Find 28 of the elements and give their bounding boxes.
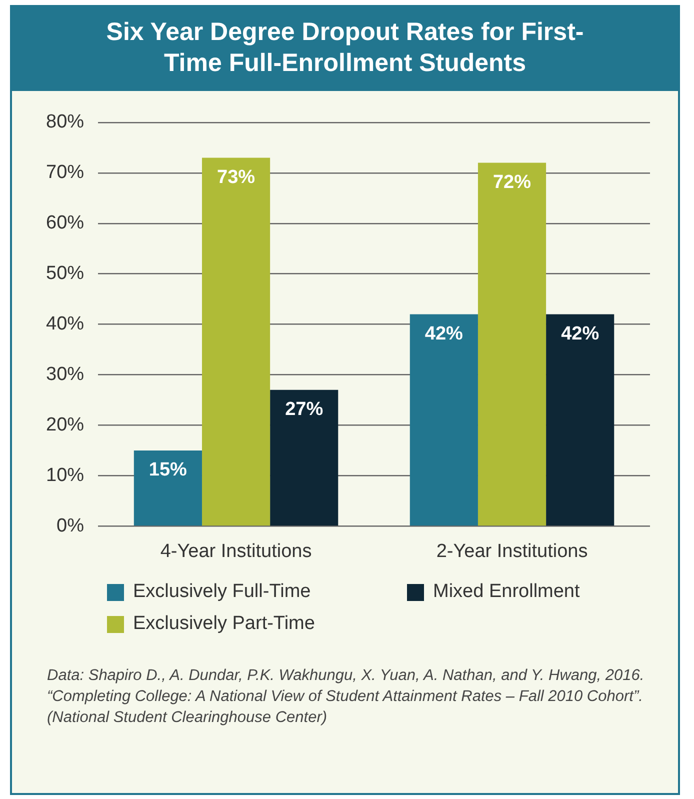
bar — [270, 390, 338, 526]
y-tick-label: 80% — [46, 112, 84, 133]
y-tick-label: 60% — [46, 212, 84, 234]
bar — [478, 162, 546, 526]
text: 72% — [492, 172, 532, 194]
x-tick-label: 4-Year Institutions — [160, 540, 312, 562]
text: 15% — [148, 460, 187, 481]
text: 42% — [561, 323, 600, 344]
bar — [410, 314, 478, 526]
y-tick-label: 30% — [46, 364, 84, 386]
x-tick-label: 2-Year Institutions — [436, 540, 588, 562]
y-tick-label: 20% — [46, 414, 84, 436]
legend-label: Exclusively Part-Time — [133, 613, 315, 635]
y-tick-label: 70% — [46, 162, 84, 184]
chart-title: Six Year Degree Dropout Rates for First-Time Full-Enrollment Students — [12, 7, 678, 91]
y-tick-label: 10% — [46, 464, 84, 486]
bar — [202, 158, 270, 526]
text: 27% — [285, 399, 324, 420]
legend-label: Mixed Enrollment — [433, 581, 580, 603]
text: 42% — [424, 323, 463, 344]
y-tick-label: 0% — [56, 515, 84, 536]
y-tick-label: 50% — [46, 263, 84, 284]
legend-label: Exclusively Full-Time — [133, 581, 311, 603]
text: 73% — [217, 166, 256, 188]
text: Data: Shapiro D., A. Dundar, P.K. Wakhungu, X. Yuan, A. Nathan, and Y. Hwang, 2016. “Completing College: A National View of Student Attainment Rates – Fall 2010 Cohort”. (National Student Clearinghouse Center) — [47, 666, 646, 728]
bar — [134, 450, 202, 526]
bar — [546, 314, 614, 526]
y-tick-label: 40% — [46, 314, 84, 335]
